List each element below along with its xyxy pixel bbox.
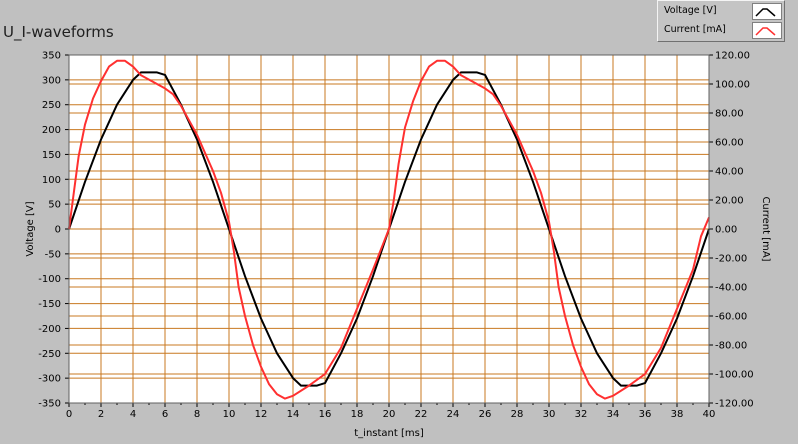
legend-label-voltage: Voltage [V] — [664, 5, 717, 16]
y2-tick-label: 100.00 — [715, 80, 750, 91]
x-tick-label: 0 — [66, 409, 72, 420]
x-tick-label: 34 — [607, 409, 620, 420]
y2-tick-label: -100.00 — [715, 370, 754, 381]
x-tick-label: 16 — [319, 409, 332, 420]
y2-tick-label: 80.00 — [715, 109, 744, 120]
y2-tick-label: 0.00 — [715, 225, 737, 236]
x-tick-label: 2 — [98, 409, 104, 420]
x-tick-label: 36 — [639, 409, 652, 420]
y2-axis-label: Current [mA] — [760, 196, 771, 261]
y2-tick-label: 60.00 — [715, 138, 744, 149]
y2-tick-label: -80.00 — [715, 341, 747, 352]
x-tick-label: 38 — [671, 409, 684, 420]
x-tick-label: 8 — [194, 409, 200, 420]
y-tick-label: 100 — [42, 175, 61, 186]
x-tick-label: 22 — [415, 409, 428, 420]
y-tick-label: -250 — [38, 349, 61, 360]
y2-tick-label: -40.00 — [715, 283, 747, 294]
x-tick-label: 32 — [575, 409, 588, 420]
y-tick-label: -100 — [38, 274, 61, 285]
y-tick-label: 250 — [42, 100, 61, 111]
legend-label-current: Current [mA] — [664, 24, 726, 35]
y-tick-label: -300 — [38, 374, 61, 385]
x-tick-label: 30 — [543, 409, 556, 420]
legend-item-current[interactable]: Current [mA] — [658, 21, 784, 39]
y-tick-label: 50 — [48, 200, 61, 211]
x-tick-label: 40 — [703, 409, 716, 420]
x-tick-label: 14 — [287, 409, 300, 420]
y-tick-label: -200 — [38, 324, 61, 335]
x-tick-label: 4 — [130, 409, 136, 420]
y-tick-label: 350 — [42, 51, 61, 62]
y2-tick-label: -60.00 — [715, 312, 747, 323]
y2-tick-label: -120.00 — [715, 399, 754, 410]
x-tick-label: 20 — [383, 409, 396, 420]
y-axis-label: Voltage [V] — [25, 201, 36, 256]
y2-tick-label: 120.00 — [715, 51, 750, 62]
x-tick-label: 24 — [447, 409, 460, 420]
y2-tick-label: 20.00 — [715, 196, 744, 207]
axis-ticks: 0 2 4 6 8 10 12 14 16 18 20 22 24 26 28 30 32 34 36 38 40350… — [38, 51, 753, 421]
series-layer — [68, 59, 710, 400]
current-series-line — [68, 59, 710, 400]
legend: Voltage [V] Current [mA] — [657, 0, 785, 42]
x-axis-label: t_instant [ms] — [354, 428, 424, 439]
line-sample-icon[interactable] — [752, 3, 782, 20]
x-tick-label: 10 — [223, 409, 236, 420]
line-sample-icon[interactable] — [752, 22, 782, 39]
y-tick-label: 300 — [42, 75, 61, 86]
y2-tick-label: -20.00 — [715, 254, 747, 265]
y-tick-label: -150 — [38, 299, 61, 310]
x-tick-label: 12 — [255, 409, 268, 420]
x-tick-label: 18 — [351, 409, 364, 420]
y-tick-label: 0 — [55, 225, 61, 236]
x-tick-label: 6 — [162, 409, 168, 420]
chart-title: U_I-waveforms — [3, 23, 114, 41]
y-tick-label: -350 — [38, 399, 61, 410]
y-tick-label: 150 — [42, 150, 61, 161]
current-sample-glyph — [755, 27, 776, 36]
x-tick-label: 28 — [511, 409, 524, 420]
voltage-sample-glyph — [755, 8, 776, 17]
y2-tick-label: 40.00 — [715, 167, 744, 178]
y-tick-label: -50 — [45, 249, 61, 260]
x-tick-label: 26 — [479, 409, 492, 420]
legend-item-voltage[interactable]: Voltage [V] — [658, 2, 784, 20]
y-tick-label: 200 — [42, 125, 61, 136]
plot-border — [68, 54, 710, 404]
